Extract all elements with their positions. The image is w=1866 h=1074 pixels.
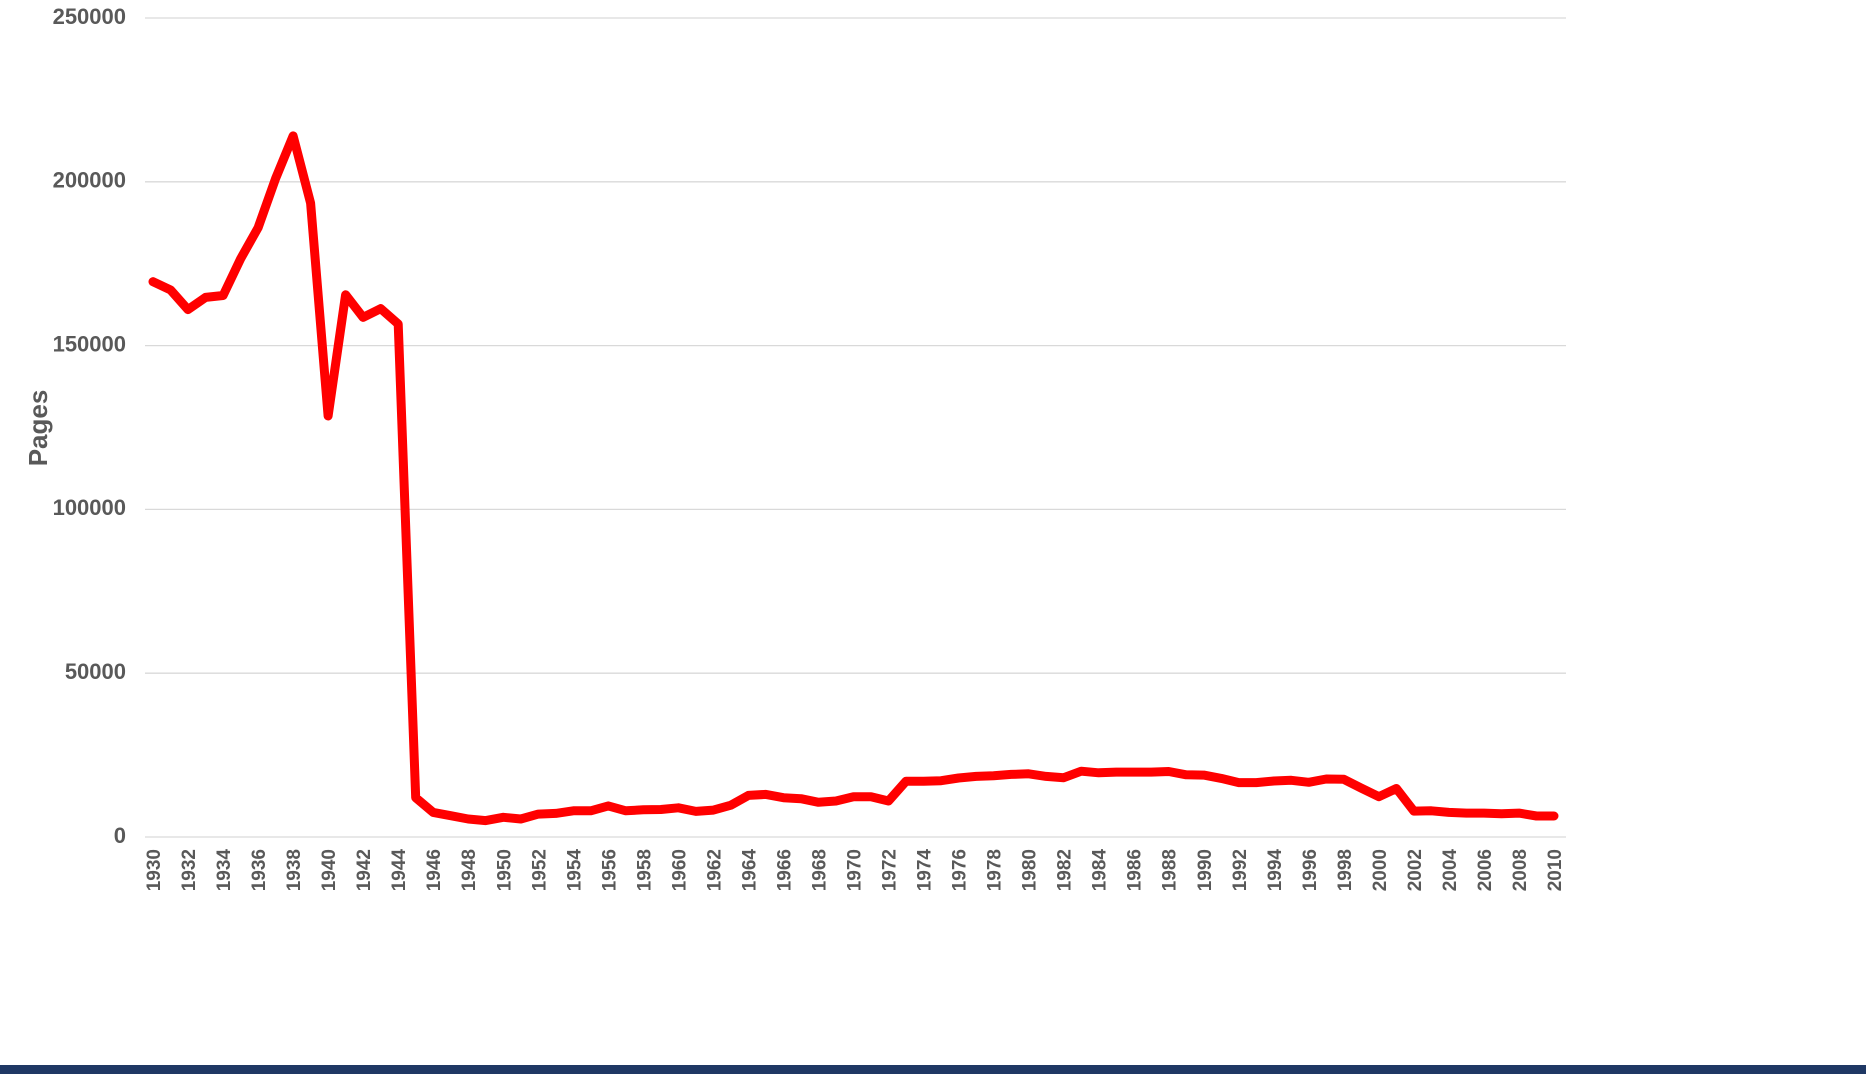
y-tick-label: 200000 — [53, 168, 126, 193]
y-tick-label: 250000 — [53, 4, 126, 29]
x-tick-label: 1946 — [424, 849, 445, 891]
x-tick-label: 1954 — [564, 849, 585, 892]
x-tick-label: 2000 — [1370, 849, 1391, 891]
series-layer — [148, 131, 1559, 826]
gridlines — [145, 17, 1566, 838]
x-tick-label: 1934 — [214, 849, 235, 892]
x-tick-label: 1974 — [915, 849, 936, 892]
x-tick-label: 1976 — [950, 849, 971, 891]
x-tick-label: 1948 — [459, 849, 480, 891]
x-tick-label: 1964 — [739, 849, 760, 892]
x-tick-label: 1970 — [845, 849, 866, 891]
bottom-bar — [0, 1065, 1866, 1074]
x-tick-label: 1944 — [389, 849, 410, 892]
x-tick-label: 2010 — [1545, 849, 1566, 891]
x-tick-label: 1986 — [1125, 849, 1146, 891]
x-tick-label: 1932 — [179, 849, 200, 891]
x-tick-label: 1942 — [354, 849, 375, 891]
x-tick-label: 1972 — [880, 849, 901, 891]
x-tick-label: 1992 — [1230, 849, 1251, 891]
x-tick-label: 2006 — [1475, 849, 1496, 891]
x-tick-label: 2008 — [1510, 849, 1531, 891]
x-tick-label: 1978 — [985, 849, 1006, 891]
x-tick-label: 1994 — [1265, 849, 1286, 892]
y-axis-label: Pages — [23, 390, 53, 467]
x-tick-label: 1938 — [284, 849, 305, 891]
x-tick-label: 1958 — [634, 849, 655, 891]
y-tick-label: 100000 — [53, 495, 126, 520]
x-tick-label: 1982 — [1055, 849, 1076, 891]
x-tick-label: 1960 — [669, 849, 690, 891]
y-tick-label: 50000 — [65, 659, 126, 684]
x-tick-label: 1962 — [704, 849, 725, 891]
x-tick-label: 1966 — [774, 849, 795, 891]
y-tick-label: 0 — [114, 823, 126, 848]
x-tick-label: 1968 — [809, 849, 830, 891]
x-tick-label: 1936 — [249, 849, 270, 891]
x-tick-label: 1952 — [529, 849, 550, 891]
x-tick-label: 2004 — [1440, 849, 1461, 892]
series-line — [148, 131, 1559, 826]
x-tick-label: 1988 — [1160, 849, 1181, 891]
x-tick-label: 1996 — [1300, 849, 1321, 891]
x-tick-label: 1930 — [144, 849, 165, 891]
x-tick-label: 1940 — [319, 849, 340, 891]
y-tick-label: 150000 — [53, 331, 126, 356]
y-axis-ticks: 0 50000 100000 150000 200000 250000 — [53, 4, 126, 848]
x-tick-label: 1990 — [1195, 849, 1216, 891]
x-tick-label: 1980 — [1020, 849, 1041, 891]
x-tick-label: 1984 — [1090, 849, 1111, 892]
x-tick-label: 1998 — [1335, 849, 1356, 891]
x-tick-label: 2002 — [1405, 849, 1426, 891]
x-tick-label: 1950 — [494, 849, 515, 891]
x-axis-ticks: 1930 1932 1934 1936 1938 1940 1942 1944 1946 1948… — [144, 849, 1566, 892]
x-tick-label: 1956 — [599, 849, 620, 891]
